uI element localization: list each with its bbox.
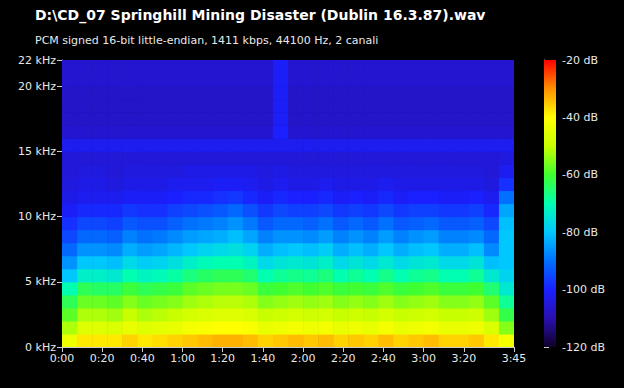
svg-text:D:\CD_07 Springhill Mining Dis: D:\CD_07 Springhill Mining Disaster (Dub…: [35, 7, 486, 24]
svg-text:0 kHz: 0 kHz: [25, 340, 56, 354]
svg-text:15 kHz: 15 kHz: [18, 145, 56, 158]
svg-text:5 kHz: 5 kHz: [25, 275, 56, 288]
svg-text:0:00: 0:00: [50, 352, 75, 365]
svg-text:10 kHz: 10 kHz: [18, 210, 56, 223]
svg-text:PCM signed 16-bit little-endia: PCM signed 16-bit little-endian, 1411 kb…: [35, 34, 378, 47]
svg-text:3:00: 3:00: [411, 352, 436, 365]
svg-text:-100 dB: -100 dB: [562, 283, 605, 296]
svg-text:0:20: 0:20: [90, 352, 115, 365]
svg-text:-60 dB: -60 dB: [562, 168, 598, 181]
svg-text:20 kHz: 20 kHz: [18, 80, 56, 93]
svg-text:1:00: 1:00: [170, 352, 195, 365]
svg-text:2:00: 2:00: [291, 352, 316, 365]
svg-text:-20 dB: -20 dB: [562, 54, 598, 67]
svg-text:3:20: 3:20: [451, 352, 476, 365]
svg-text:0:40: 0:40: [130, 352, 155, 365]
svg-text:22 kHz: 22 kHz: [18, 54, 56, 67]
svg-text:-120 dB: -120 dB: [562, 341, 605, 354]
svg-text:3:45: 3:45: [502, 352, 527, 365]
svg-text:1:40: 1:40: [251, 352, 276, 365]
svg-text:-80 dB: -80 dB: [562, 226, 598, 239]
svg-text:1:20: 1:20: [210, 352, 235, 365]
svg-text:2:20: 2:20: [331, 352, 356, 365]
svg-text:2:40: 2:40: [371, 352, 396, 365]
svg-text:-40 dB: -40 dB: [562, 111, 598, 124]
